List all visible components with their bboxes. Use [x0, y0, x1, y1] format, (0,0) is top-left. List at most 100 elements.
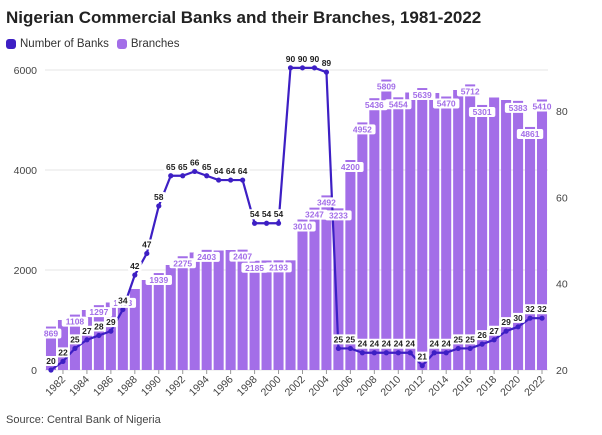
bar-branches: [405, 92, 416, 370]
data-label-bg-branches: [313, 197, 340, 208]
x-axis-tick-label: 2008: [354, 374, 379, 399]
point-banks: [275, 220, 282, 226]
data-label-bg-branches: [456, 86, 484, 97]
bar-branches: [525, 126, 536, 370]
point-banks: [371, 350, 377, 356]
data-label-bg-banks: [535, 304, 549, 315]
bar-branches: [57, 320, 68, 370]
data-label-bg-branches: [61, 316, 89, 327]
data-label-bg-banks: [68, 334, 82, 345]
point-banks: [192, 168, 198, 175]
data-label-bg-banks: [103, 317, 118, 328]
data-label-bg-banks: [523, 304, 537, 315]
data-label-branches: 1297: [89, 307, 108, 317]
bar-branches: [141, 280, 152, 370]
point-banks: [48, 367, 54, 373]
data-label-bg-branches: [325, 210, 352, 221]
data-label-bg-banks: [331, 334, 346, 345]
data-label-banks: 29: [501, 317, 511, 327]
data-label-bg-banks: [56, 347, 70, 358]
data-label-bg-banks: [511, 312, 525, 323]
x-axis-tick-label: 2000: [259, 374, 284, 399]
data-label-banks: 32: [537, 304, 547, 314]
bar-branches: [357, 122, 368, 371]
data-label-bg-banks: [91, 321, 106, 332]
data-label-bg-branches: [337, 162, 364, 172]
data-label-bg-banks: [235, 166, 250, 177]
data-label-bg-branches: [409, 90, 436, 101]
bar-branches: [393, 97, 404, 371]
data-label-banks: 65: [178, 162, 188, 172]
data-label-banks: 58: [154, 192, 164, 202]
point-banks: [263, 220, 270, 226]
legend-swatch-banks: [6, 39, 16, 49]
legend: Number of Banks Branches: [6, 38, 187, 50]
bar-branches: [536, 99, 548, 370]
right-axis-tick-label: 80: [556, 106, 568, 118]
right-axis-tick-label: 20: [556, 365, 568, 377]
data-label-banks: 32: [525, 304, 535, 314]
data-label-banks: 22: [58, 347, 68, 357]
point-banks: [311, 65, 318, 71]
data-label-banks: 24: [382, 339, 392, 349]
data-label-branches: 3233: [329, 210, 348, 220]
data-label-bg-banks: [175, 161, 190, 172]
bar-branches: [105, 302, 116, 370]
data-label-banks: 42: [130, 261, 140, 271]
data-label-bg-banks: [403, 338, 418, 349]
data-label-bg-banks: [115, 295, 130, 306]
data-label-banks: 54: [262, 209, 272, 219]
legend-item-branches[interactable]: Branches: [116, 38, 179, 50]
bar-branches: [417, 88, 428, 371]
left-axis-tick-label: 2000: [14, 265, 38, 277]
point-banks: [419, 363, 425, 369]
data-label-bg-branches: [349, 124, 376, 135]
data-label-banks: 34: [118, 296, 128, 306]
point-banks: [84, 337, 90, 343]
data-label-branches: 2275: [173, 258, 192, 268]
bar-branches: [165, 265, 176, 370]
data-label-banks: 54: [250, 209, 260, 219]
bar-branches: [45, 326, 57, 370]
data-label-bg-banks: [139, 239, 154, 250]
point-banks: [144, 250, 150, 257]
data-label-banks: 21: [418, 352, 428, 362]
left-axis-tick-label: 4000: [14, 165, 38, 177]
data-label-bg-banks: [379, 338, 394, 349]
data-label-banks: 47: [142, 239, 152, 249]
data-label-bg-branches: [85, 307, 113, 318]
data-label-bg-branches: [193, 251, 220, 262]
data-label-bg-banks: [451, 334, 466, 345]
data-label-branches: 3247: [305, 210, 324, 220]
point-banks: [323, 69, 330, 75]
data-label-branches: 2403: [197, 252, 216, 262]
data-label-bg-banks: [319, 58, 334, 69]
data-label-branches: 2185: [245, 263, 264, 273]
legend-item-banks[interactable]: Number of Banks: [6, 38, 109, 50]
data-label-banks: 65: [166, 162, 176, 172]
data-label-bg-banks: [80, 325, 94, 336]
bar-branches: [129, 289, 140, 370]
x-axis-tick-label: 2014: [426, 374, 451, 399]
bar-branches: [441, 96, 452, 370]
x-axis-tick-label: 2010: [378, 374, 403, 399]
bar-branches: [369, 98, 380, 370]
data-label-bg-branches: [433, 98, 460, 109]
data-label-banks: 24: [406, 339, 416, 349]
bar-branches: [261, 260, 272, 370]
data-label-bg-banks: [343, 334, 358, 345]
x-axis-tick-label: 1990: [139, 374, 164, 399]
point-banks: [240, 177, 246, 183]
data-label-bg-banks: [223, 166, 238, 177]
data-label-branches: 5454: [389, 99, 408, 109]
data-label-bg-banks: [259, 209, 274, 220]
point-banks: [96, 332, 102, 339]
point-banks: [431, 350, 437, 356]
data-label-banks: 64: [226, 166, 236, 176]
data-label-bg-branches: [528, 101, 556, 112]
chart-title: Nigerian Commercial Banks and their Bran…: [6, 8, 482, 27]
data-label-bg-branches: [241, 262, 268, 273]
point-banks: [407, 350, 413, 356]
data-label-bg-banks: [247, 209, 262, 220]
data-label-bg-branches: [229, 251, 256, 262]
